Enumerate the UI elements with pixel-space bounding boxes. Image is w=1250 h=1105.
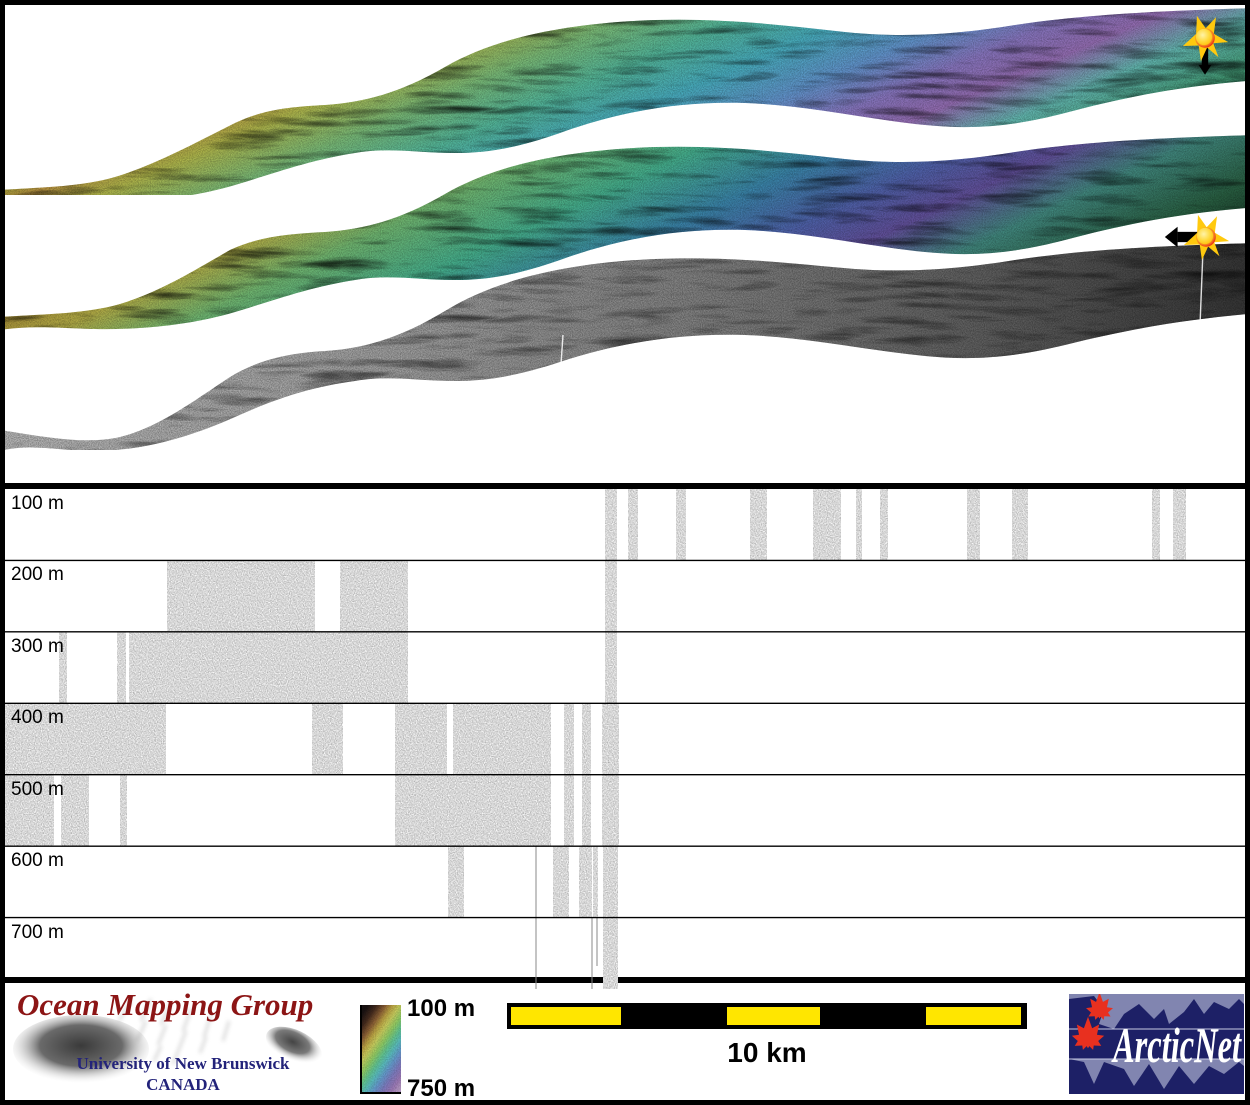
svg-text:ArcticNet: ArcticNet [1111,1017,1242,1073]
